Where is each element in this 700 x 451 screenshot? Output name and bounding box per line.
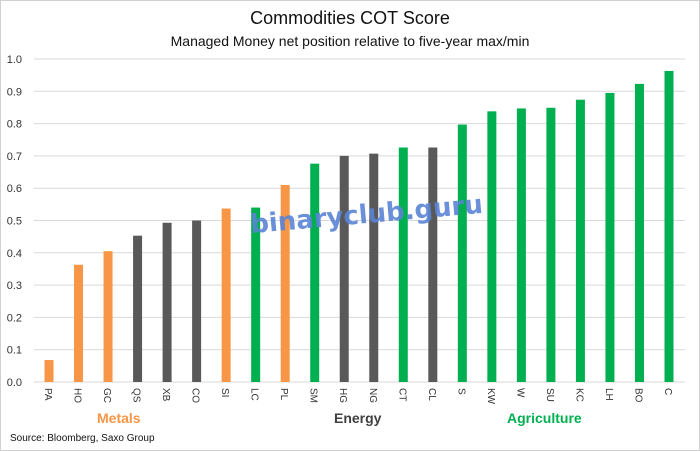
x-tick-label: HG	[337, 388, 348, 403]
chart-subtitle: Managed Money net position relative to f…	[170, 33, 530, 49]
bar-kw	[487, 111, 497, 383]
bar-si	[221, 208, 231, 382]
x-tick-label: SI	[219, 388, 230, 397]
bar-w	[516, 108, 526, 382]
group-label-energy: Energy	[334, 410, 382, 426]
group-label-metals: Metals	[97, 410, 141, 426]
x-tick-label: PA	[42, 388, 53, 401]
x-tick-label: SM	[308, 388, 319, 403]
bar-pa	[44, 360, 54, 382]
bar-ct	[398, 147, 408, 382]
source-note: Source: Bloomberg, Saxo Group	[10, 433, 155, 444]
bar-qs	[133, 235, 143, 382]
x-tick-label: LH	[603, 388, 614, 401]
bar-c	[664, 70, 674, 383]
y-tick-label: 0.7	[7, 151, 22, 163]
x-tick-label: XB	[160, 388, 171, 402]
y-tick-label: 0.6	[7, 183, 22, 195]
bar-s	[457, 124, 467, 382]
y-tick-label: 1.0	[7, 54, 22, 66]
bar-xb	[162, 222, 172, 382]
bar-kc	[575, 99, 585, 382]
x-tick-label: C	[662, 388, 673, 395]
x-tick-label: GC	[101, 388, 112, 403]
bar-bo	[634, 83, 644, 382]
chart-title: Commodities COT Score	[250, 8, 450, 28]
x-tick-label: SU	[544, 388, 555, 402]
bar-ho	[74, 264, 84, 382]
x-tick-label: PL	[278, 388, 289, 401]
x-tick-label: QS	[131, 388, 142, 403]
bar-lh	[605, 92, 615, 382]
bar-sm	[310, 163, 320, 382]
x-tick-label: CO	[190, 388, 201, 403]
y-tick-label: 0.9	[7, 86, 22, 98]
x-tick-label: HO	[72, 388, 83, 403]
y-tick-label: 0.3	[7, 280, 22, 292]
bar-cl	[428, 147, 438, 382]
bar-hg	[339, 155, 349, 382]
x-tick-label: KW	[485, 388, 496, 405]
group-label-agriculture: Agriculture	[507, 410, 582, 426]
y-tick-label: 0.0	[7, 377, 22, 389]
bar-ng	[369, 153, 379, 382]
bar-pl	[280, 184, 290, 382]
bar-lc	[251, 207, 261, 382]
y-tick-label: 0.1	[7, 345, 22, 357]
x-tick-label: CL	[426, 388, 437, 401]
y-tick-label: 0.2	[7, 312, 22, 324]
x-tick-label: NG	[367, 388, 378, 403]
bar-gc	[103, 251, 113, 382]
x-tick-label: BO	[632, 388, 643, 403]
x-tick-label: W	[514, 388, 525, 398]
x-tick-label: CT	[396, 388, 407, 401]
y-tick-label: 0.5	[7, 216, 22, 228]
x-tick-label: LC	[249, 388, 260, 401]
x-tick-label: KC	[573, 388, 584, 402]
bar-su	[546, 107, 556, 382]
y-tick-label: 0.8	[7, 119, 22, 131]
x-tick-label: S	[455, 388, 466, 395]
y-tick-label: 0.4	[7, 248, 22, 260]
bar-co	[192, 220, 202, 382]
